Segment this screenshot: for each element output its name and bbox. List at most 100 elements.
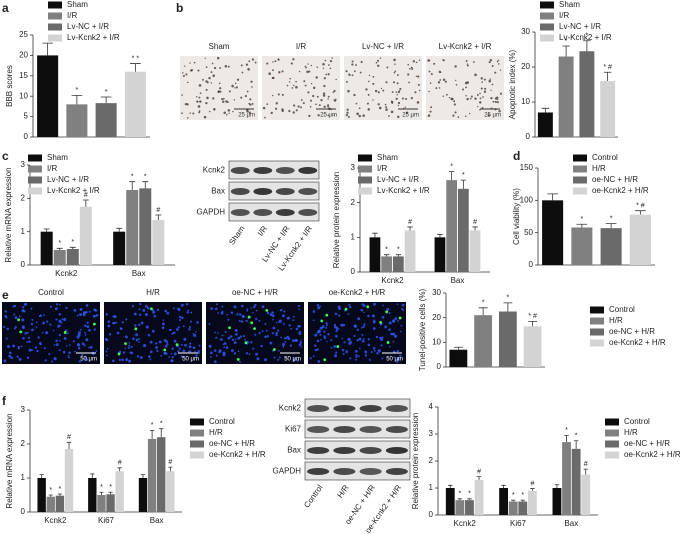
cell bbox=[221, 305, 224, 308]
cell bbox=[366, 102, 369, 105]
cell bbox=[385, 106, 388, 109]
cell bbox=[466, 63, 468, 65]
error-bar bbox=[448, 484, 453, 488]
cell bbox=[302, 102, 305, 105]
cell bbox=[246, 309, 249, 312]
cell bbox=[216, 56, 220, 60]
cell bbox=[450, 97, 454, 101]
y-tick-label: 3 bbox=[21, 160, 26, 169]
positive-cell bbox=[265, 308, 269, 312]
significance: * bbox=[131, 174, 134, 181]
cell bbox=[155, 346, 158, 349]
cell bbox=[107, 320, 111, 323]
cell bbox=[5, 337, 8, 340]
cell bbox=[480, 77, 483, 80]
cell bbox=[131, 305, 135, 308]
cell bbox=[264, 358, 267, 362]
cell bbox=[233, 99, 236, 101]
cell bbox=[28, 348, 32, 352]
cell bbox=[13, 304, 17, 308]
cell bbox=[222, 351, 226, 355]
y-tick-label: 10 bbox=[432, 337, 441, 346]
cell bbox=[481, 81, 483, 83]
cell bbox=[233, 352, 237, 355]
cell bbox=[198, 96, 201, 99]
y-tick-label: 1 bbox=[429, 483, 434, 492]
cell bbox=[115, 321, 118, 324]
cell bbox=[465, 94, 467, 97]
cell bbox=[204, 57, 206, 59]
error-bar bbox=[476, 476, 482, 480]
cell bbox=[415, 75, 418, 78]
cell bbox=[363, 323, 366, 326]
scale-label: 50 μm bbox=[284, 357, 301, 363]
error-bar bbox=[501, 484, 506, 488]
cell bbox=[291, 339, 295, 343]
lane-label: I/R bbox=[256, 224, 269, 238]
cell bbox=[319, 333, 322, 336]
bar bbox=[537, 112, 553, 137]
legend-swatch bbox=[605, 440, 619, 448]
cell bbox=[349, 305, 352, 309]
cell bbox=[133, 312, 137, 316]
cell bbox=[86, 321, 89, 324]
error-bar bbox=[562, 45, 570, 57]
band bbox=[230, 188, 250, 195]
cell bbox=[377, 64, 380, 68]
legend-swatch bbox=[28, 187, 42, 195]
legend-swatch bbox=[590, 328, 604, 336]
cell bbox=[408, 81, 411, 84]
legend-label: I/R bbox=[67, 11, 77, 20]
band bbox=[385, 405, 408, 412]
cell bbox=[365, 88, 368, 91]
legend-label: Control bbox=[209, 417, 235, 426]
cell bbox=[277, 58, 280, 61]
cell bbox=[298, 330, 301, 333]
significance: # bbox=[84, 192, 88, 199]
bar bbox=[53, 250, 66, 265]
cell bbox=[218, 82, 221, 85]
cell bbox=[397, 90, 400, 94]
cell bbox=[163, 352, 166, 355]
cell bbox=[371, 314, 375, 318]
cell bbox=[333, 114, 335, 116]
cell bbox=[251, 86, 253, 88]
positive-cell bbox=[336, 345, 340, 348]
cell bbox=[83, 311, 86, 315]
image-label: Sham bbox=[209, 42, 230, 51]
cell bbox=[353, 93, 356, 97]
cell bbox=[355, 64, 357, 66]
cell bbox=[85, 311, 88, 314]
cell bbox=[227, 65, 230, 68]
y-tick-label: 0 bbox=[21, 260, 26, 269]
blot-strip bbox=[228, 202, 320, 222]
y-tick-label: 20 bbox=[19, 51, 28, 60]
bar bbox=[392, 256, 404, 272]
cell bbox=[391, 102, 393, 105]
cell bbox=[237, 336, 241, 340]
cell bbox=[138, 308, 141, 311]
cell bbox=[310, 82, 313, 85]
cell bbox=[250, 307, 252, 309]
y-tick-label: 15 bbox=[19, 71, 28, 80]
error-bar bbox=[453, 346, 463, 350]
cell bbox=[226, 346, 228, 348]
cell bbox=[305, 66, 308, 69]
cell bbox=[428, 70, 431, 73]
cell bbox=[63, 350, 66, 354]
cell bbox=[226, 313, 228, 316]
cell bbox=[233, 341, 237, 344]
cell bbox=[378, 106, 382, 110]
cell bbox=[363, 311, 365, 314]
bar bbox=[446, 180, 458, 272]
cell bbox=[377, 91, 380, 94]
positive-cell bbox=[344, 307, 348, 311]
cell bbox=[347, 337, 351, 341]
cell bbox=[317, 360, 321, 363]
cell bbox=[67, 354, 70, 357]
error-bar bbox=[635, 210, 646, 215]
bar bbox=[139, 188, 152, 265]
cell bbox=[481, 106, 484, 109]
cell bbox=[55, 318, 58, 321]
bar bbox=[88, 478, 97, 512]
